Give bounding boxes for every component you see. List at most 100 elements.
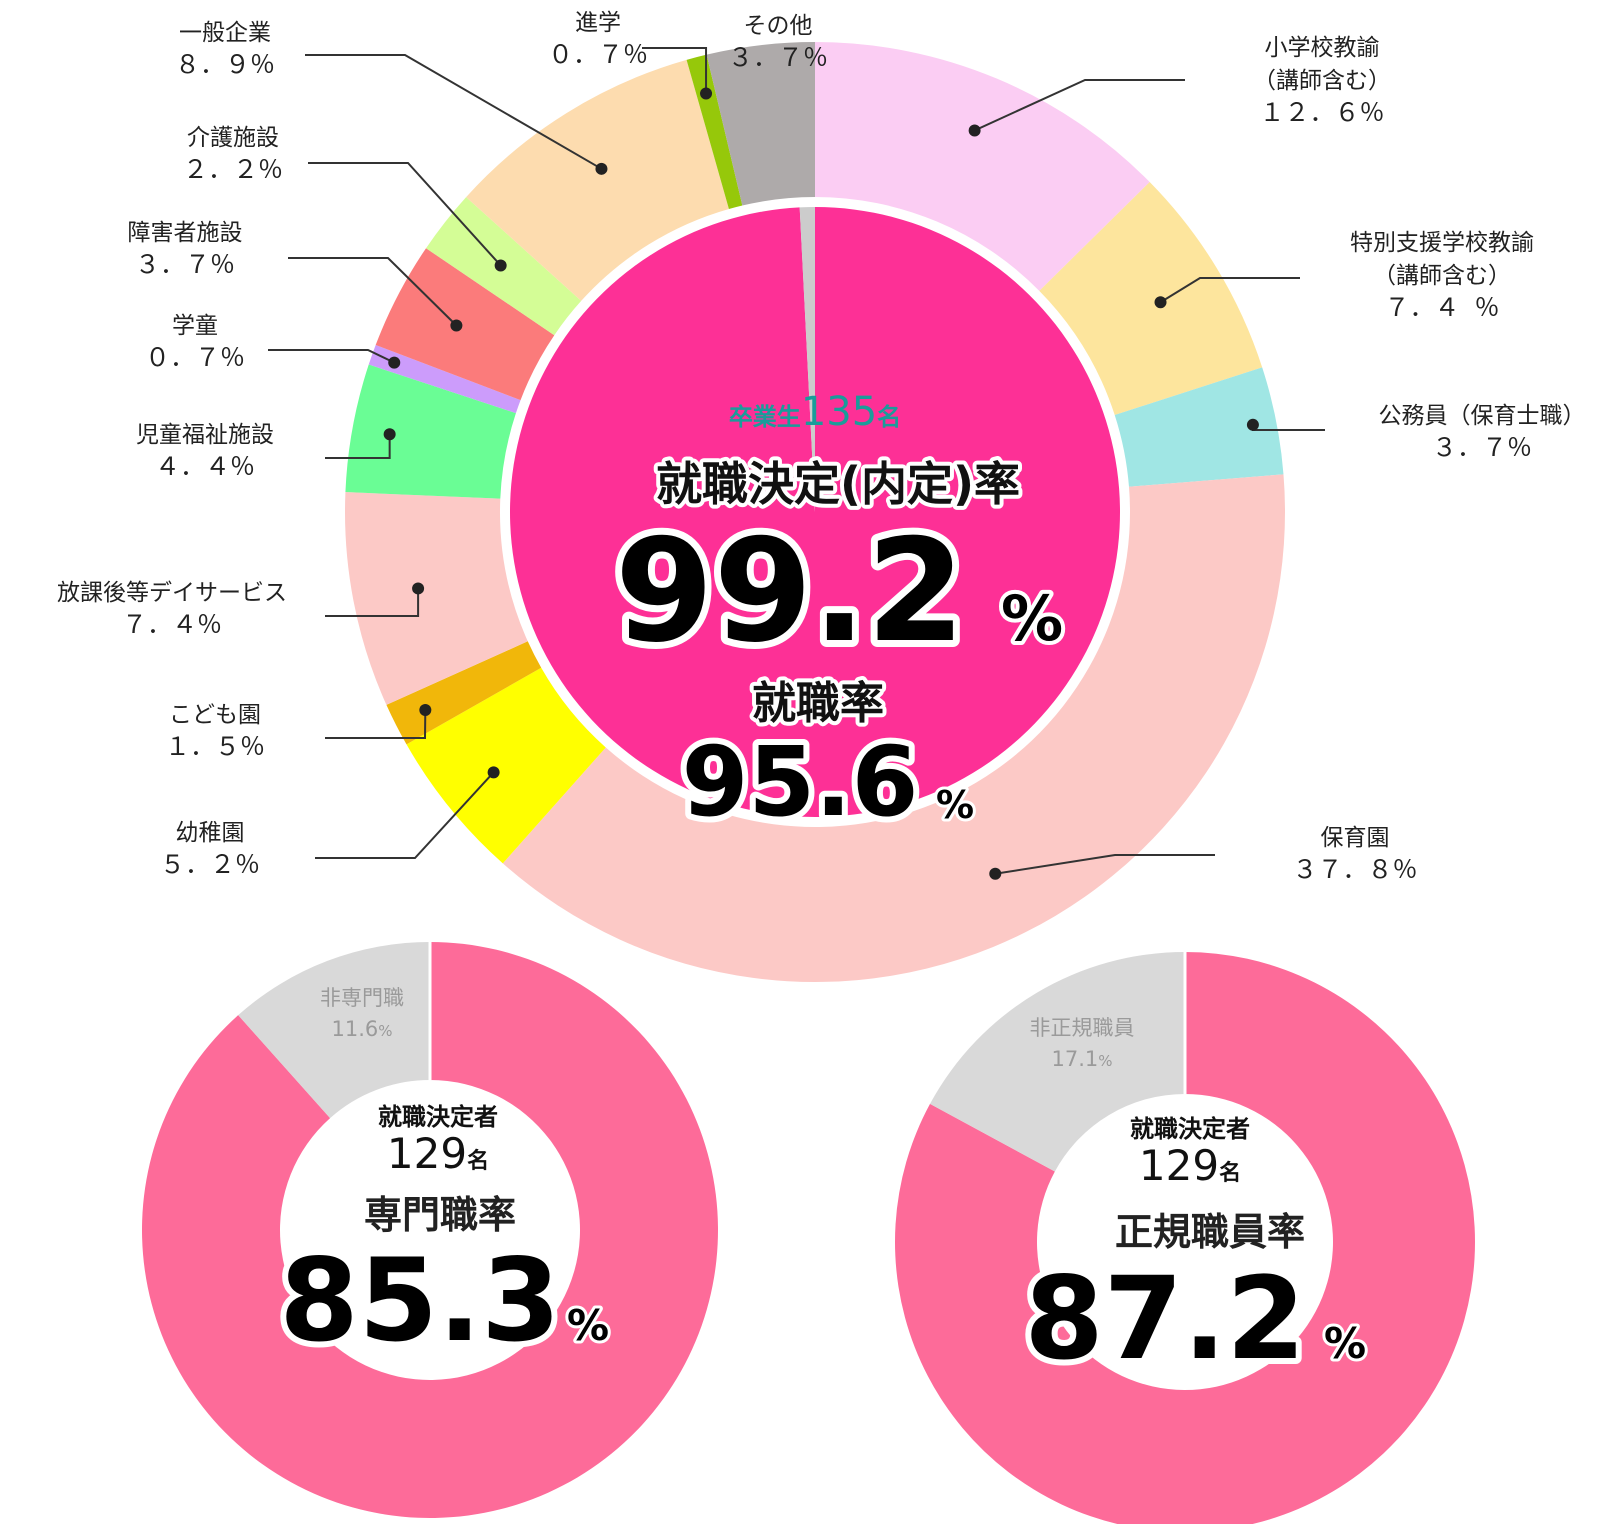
main-slice-6 <box>345 492 528 705</box>
main-slice-2 <box>1114 367 1284 487</box>
leader-dot-8 <box>388 356 401 369</box>
main-slice-3 <box>502 474 1285 982</box>
slice-label-0: 小学校教諭 <box>1265 35 1380 61</box>
slice-label-8: 学童 <box>172 313 218 339</box>
leader-line-7 <box>325 434 391 459</box>
leader-dot-7 <box>383 428 396 441</box>
donut-left-slice-0 <box>141 942 718 1518</box>
leader-dot-9 <box>450 319 463 332</box>
leader-dot-4 <box>487 766 500 779</box>
leader-line-8 <box>268 349 395 364</box>
specialist-count-label: 就職決定者 <box>378 1103 498 1131</box>
slice-value-6: ７．４％ <box>122 610 222 639</box>
non-regular-value: 17.1 <box>1051 1047 1098 1071</box>
slice-value-5: １．５％ <box>165 732 265 761</box>
regular-count-label: 就職決定者 <box>1130 1115 1250 1143</box>
employment-rate-value: 95.6 <box>682 726 919 838</box>
specialist-rate-unit: % <box>567 1301 609 1350</box>
leader-line-3 <box>995 854 1215 875</box>
regular-rate-value: 87.2 <box>1024 1252 1305 1385</box>
graduates-unit: 名 <box>877 403 901 431</box>
leader-line-6 <box>325 588 420 617</box>
leader-line-10 <box>308 162 502 267</box>
main-donut-labels: 小学校教諭 （講師含む） １２．６％ 特別支援学校教諭 （講師含む） ７．４ ％ 公務員（保… <box>57 10 1586 884</box>
slice-label-11: 一般企業 <box>179 20 271 46</box>
regular-staff-rate-donut <box>895 952 1475 1524</box>
non-specialist-label: 非専門職 <box>320 986 404 1010</box>
regular-rate-unit: % <box>1324 1319 1366 1368</box>
non-regular-unit: % <box>1098 1052 1112 1070</box>
slice-label-7: 児童福祉施設 <box>136 422 274 448</box>
main-slice-7 <box>345 364 516 499</box>
main-slice-1 <box>1039 182 1263 416</box>
specialist-count: 129 <box>387 1129 467 1178</box>
leader-line-4 <box>315 771 495 859</box>
main-donut-leader-lines <box>268 47 1325 880</box>
graduates-count: 135 <box>801 389 877 435</box>
non-specialist-value-line: 11.6% <box>331 1017 392 1041</box>
main-slice-9 <box>375 248 555 401</box>
specialist-rate-donut <box>141 942 718 1518</box>
graduates-label: 卒業生 <box>729 403 801 431</box>
leader-dot-6 <box>412 582 425 595</box>
slice-value-8: ０．７％ <box>145 343 245 372</box>
main-slice-8 <box>368 345 521 414</box>
inner-ring-slice-1 <box>799 207 815 512</box>
specialist-count-line: 129名 <box>387 1129 489 1178</box>
non-regular-value-line: 17.1% <box>1051 1047 1112 1071</box>
leader-dot-1 <box>1154 296 1167 309</box>
non-regular-label: 非正規職員 <box>1030 1016 1135 1040</box>
slice-value-0: １２．６％ <box>1259 98 1384 127</box>
slice-value-9: ３．７％ <box>135 250 235 279</box>
leader-dot-3 <box>989 867 1002 880</box>
employment-rate-unit: % <box>936 783 974 827</box>
regular-count-line: 129名 <box>1139 1141 1241 1190</box>
regular-count: 129 <box>1139 1141 1219 1190</box>
regular-staff-rate-center-text: 非正規職員 17.1% 就職決定者 129名 正規職員率 87.2 % <box>1018 1016 1369 1391</box>
leader-dot-2 <box>1246 418 1259 431</box>
inner-ring-slice-0 <box>509 207 1120 818</box>
slice-value-4: ５．２％ <box>160 850 260 879</box>
slice-label-1-line1: （講師含む） <box>1373 263 1511 289</box>
leader-line-9 <box>288 257 458 327</box>
leader-line-1 <box>1159 277 1300 304</box>
slice-label-6: 放課後等デイサービス <box>57 580 287 606</box>
employment-decision-rate-label: 就職決定(内定)率 <box>656 457 1020 511</box>
regular-rate-label: 正規職員率 <box>1115 1210 1305 1254</box>
specialist-rate-center-text: 非専門職 11.6% 就職決定者 129名 専門職率 85.3 % <box>273 986 612 1373</box>
main-slice-13 <box>706 42 815 206</box>
slice-label-9: 障害者施設 <box>128 220 243 246</box>
main-center-text: 卒業生135名 就職決定(内定)率 99.2 % 就職率 95.6 % <box>608 389 1067 844</box>
employment-rate-label: 就職率 <box>752 678 884 729</box>
leader-dot-0 <box>968 124 981 137</box>
slice-label-12: 進学 <box>575 10 621 36</box>
leader-line-11 <box>305 54 602 170</box>
leader-line-5 <box>325 709 427 739</box>
leader-dot-5 <box>419 704 432 717</box>
regular-count-unit: 名 <box>1219 1160 1241 1186</box>
leader-line-0 <box>974 79 1185 132</box>
employment-decision-rate-value: 99.2 <box>615 509 965 674</box>
slice-label-2: 公務員（保育士職） <box>1379 403 1586 429</box>
donut-left-slice-1 <box>238 942 430 1119</box>
specialist-rate-value: 85.3 <box>279 1234 560 1367</box>
leader-dot-10 <box>494 259 507 272</box>
graduates-line: 卒業生135名 <box>729 389 901 435</box>
slice-value-13: ３．７％ <box>728 43 828 72</box>
non-specialist-value: 11.6 <box>331 1017 378 1041</box>
slice-value-7: ４．４％ <box>155 452 255 481</box>
non-specialist-unit: % <box>378 1022 392 1040</box>
donut-right-slice-1 <box>929 952 1185 1172</box>
slice-value-12: ０．７％ <box>548 40 648 69</box>
donut-right-slice-0 <box>895 952 1475 1524</box>
leader-dot-11 <box>595 162 608 175</box>
main-donut-chart <box>345 42 1285 982</box>
employment-decision-rate-unit: % <box>1001 582 1063 655</box>
slice-label-10: 介護施設 <box>187 125 279 151</box>
slice-value-1: ７．４ ％ <box>1384 293 1499 322</box>
main-slice-11 <box>466 59 729 301</box>
main-slice-0 <box>815 42 1150 291</box>
slice-label-3: 保育園 <box>1321 825 1390 851</box>
slice-label-1: 特別支援学校教諭 <box>1350 230 1534 256</box>
